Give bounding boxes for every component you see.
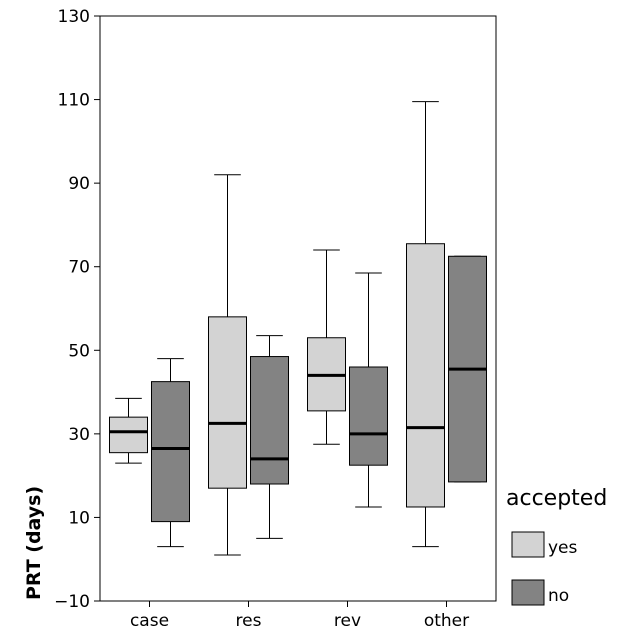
box-iqr (208, 316, 247, 489)
y-tick-label: 10 (68, 508, 90, 528)
box-iqr (406, 243, 445, 508)
y-tick-label: −10 (54, 592, 90, 612)
x-tick-label-rev: rev (334, 611, 361, 631)
legend-label-yes: yes (548, 538, 578, 558)
y-axis: −10 10 30 50 70 90 110 130 (54, 7, 100, 612)
y-tick-label: 90 (68, 174, 90, 194)
y-tick-label: 30 (68, 425, 90, 445)
box-case-no (151, 358, 190, 548)
x-tick-label-case: case (130, 611, 169, 631)
box-iqr (250, 356, 289, 485)
y-tick-label: 130 (58, 7, 90, 27)
box-iqr (349, 366, 388, 466)
legend: accepted yes no (506, 486, 607, 606)
x-tick-label-res: res (236, 611, 262, 631)
box-rev-yes (307, 249, 346, 445)
legend-swatch-yes (511, 531, 545, 558)
box-res-yes (208, 174, 247, 556)
box-iqr (151, 381, 190, 523)
x-tick-label-other: other (424, 611, 469, 631)
box-rev-no (349, 272, 388, 508)
box-iqr (109, 416, 148, 454)
legend-title: accepted (506, 486, 607, 511)
y-tick-label: 70 (68, 258, 90, 278)
box-groups (109, 101, 487, 556)
y-axis-label: PRT (days) (23, 486, 45, 600)
legend-label-no: no (548, 586, 569, 606)
box-res-no (250, 335, 289, 539)
box-other-yes (406, 101, 445, 548)
box-other-no (448, 255, 487, 483)
box-case-yes (109, 397, 148, 464)
y-tick-label: 110 (58, 91, 90, 111)
legend-swatch-no (511, 579, 545, 606)
x-axis: case res rev other (130, 601, 469, 631)
y-tick-label: 50 (68, 341, 90, 361)
